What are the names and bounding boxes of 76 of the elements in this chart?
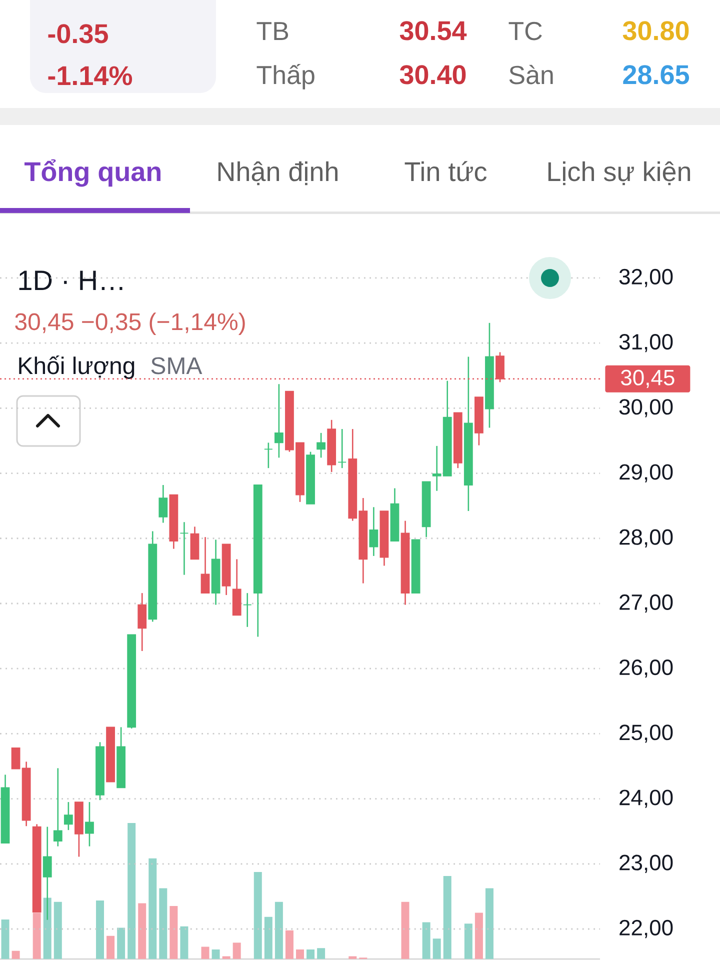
bar: [254, 872, 262, 959]
text: 28.65: [623, 65, 690, 84]
bar: [212, 949, 220, 959]
bar: [12, 950, 20, 959]
bar: [222, 956, 230, 959]
text: TC: [508, 22, 542, 40]
text: 30,45 −0,35 (−1,14%): [15, 312, 245, 335]
y-tick-label: 26,00: [620, 660, 673, 678]
bar: [306, 949, 315, 959]
candlestick: [158, 484, 168, 524]
candlestick: [53, 768, 62, 847]
bar: [159, 888, 168, 959]
bar: [148, 858, 157, 959]
text: -0.35: [48, 24, 108, 44]
bar: [317, 948, 326, 959]
bar: [1, 920, 10, 959]
y-tick-label: 31,00: [619, 334, 673, 352]
candlestick: [338, 428, 347, 469]
bar: [96, 900, 104, 959]
bar: [117, 928, 126, 959]
candlestick: [200, 536, 210, 594]
bar: [138, 903, 146, 959]
y-tick-label: 28,00: [620, 529, 673, 548]
text: Lịch sự kiện: [548, 161, 690, 186]
text: Tổng quan: [24, 159, 160, 187]
bar: [348, 956, 357, 959]
bar: [128, 822, 136, 959]
y-tick-label: 27,00: [620, 594, 673, 613]
bar: [201, 946, 210, 959]
bar: [485, 888, 494, 959]
text: -1.14%: [48, 66, 132, 86]
candlestick: [64, 801, 73, 831]
bar: [54, 902, 62, 959]
candlestick: [11, 748, 20, 770]
y-tick-label: 24,00: [620, 790, 673, 808]
bar: [180, 926, 188, 959]
bar: [285, 930, 294, 959]
text: TB: [256, 22, 288, 40]
bar: [106, 936, 115, 959]
bar: [43, 898, 52, 959]
text: Nhận định: [218, 161, 338, 186]
annotation: Khối lượng: [19, 356, 134, 379]
candlestick: [138, 592, 147, 652]
bar: [232, 942, 241, 959]
candlestick: [180, 521, 189, 576]
bar: [264, 916, 272, 959]
bar: [464, 924, 472, 959]
text: 30.54: [400, 21, 467, 40]
y-tick-label: 22,00: [620, 920, 673, 938]
annotation: SMA: [151, 357, 202, 374]
bar: [422, 922, 430, 959]
candlestick: [85, 801, 94, 847]
bar: [432, 938, 441, 959]
bar: [474, 912, 483, 959]
text: 30.40: [400, 65, 466, 84]
y-tick-label: 25,00: [620, 724, 673, 743]
candlestick: [274, 383, 284, 458]
text: Sàn: [509, 64, 553, 84]
y-tick-label: 29,00: [620, 464, 673, 482]
candlestick: [316, 432, 326, 458]
y-tick-label: 32,00: [619, 268, 673, 288]
candlestick: [264, 442, 273, 469]
bar: [296, 949, 304, 959]
bar: [443, 876, 452, 959]
ref-line-label: 30,45: [621, 370, 674, 388]
bar: [401, 902, 410, 959]
bar: [170, 906, 178, 959]
bar: [274, 902, 283, 959]
y-tick-label: 30,00: [619, 399, 673, 418]
text: 30.80: [622, 21, 689, 40]
text: Thấp: [256, 64, 314, 90]
candlestick: [369, 506, 378, 557]
candlestick: [242, 592, 252, 628]
chart-title: 1D · H…: [19, 270, 122, 290]
text: Tin tức: [404, 161, 487, 182]
y-tick-label: 23,00: [620, 854, 673, 873]
